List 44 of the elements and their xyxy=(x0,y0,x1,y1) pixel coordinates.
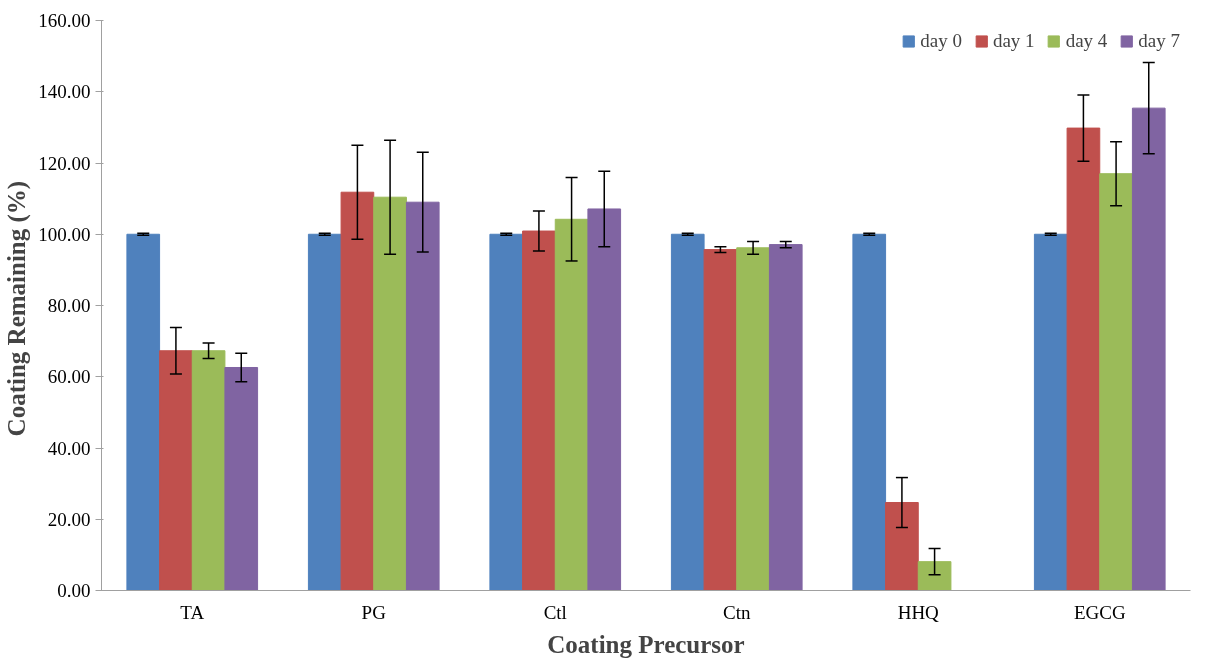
x-axis-title: Coating Precursor xyxy=(547,630,745,658)
bar xyxy=(768,244,803,591)
x-tick-label: PG xyxy=(361,601,387,623)
x-tick-label: EGCG xyxy=(1073,601,1126,623)
y-tick-label: 160.00 xyxy=(38,10,91,31)
bar xyxy=(670,233,705,591)
y-tick-label: 20.00 xyxy=(47,508,91,530)
bar xyxy=(1099,173,1133,591)
legend-label: day 7 xyxy=(1138,30,1180,52)
y-tick-label: 0.00 xyxy=(57,580,91,601)
bar xyxy=(587,208,622,591)
x-tick-label: Ctl xyxy=(543,601,567,623)
bar xyxy=(224,366,259,591)
bar xyxy=(852,233,887,591)
bar xyxy=(703,249,738,591)
bar xyxy=(489,233,524,591)
bar xyxy=(340,191,375,591)
y-tick-label: 60.00 xyxy=(47,366,91,388)
x-tick-label: Ctn xyxy=(723,601,751,623)
bar xyxy=(405,201,440,591)
bar xyxy=(885,502,919,591)
y-tick-label: 140.00 xyxy=(38,81,91,103)
x-tick-label: TA xyxy=(180,601,205,623)
bar xyxy=(917,561,952,591)
bar xyxy=(736,247,770,591)
bar xyxy=(126,233,161,591)
bar xyxy=(554,218,589,591)
y-tick-label: 120.00 xyxy=(38,152,91,174)
bar xyxy=(1131,107,1166,591)
bar xyxy=(307,233,342,591)
bar xyxy=(191,350,226,591)
y-tick-label: 100.00 xyxy=(38,223,91,245)
x-tick-label: HHQ xyxy=(897,601,940,623)
bar xyxy=(159,350,193,591)
bar xyxy=(373,196,407,591)
legend-label: day 4 xyxy=(1065,30,1108,52)
y-tick-label: 40.00 xyxy=(47,437,91,459)
legend-label: day 0 xyxy=(920,30,962,52)
bar xyxy=(1033,233,1068,591)
y-axis-title: Coating Remaining (%) xyxy=(3,180,32,437)
bar xyxy=(522,230,556,591)
bar xyxy=(1066,127,1101,591)
legend-label: day 1 xyxy=(992,30,1035,52)
y-tick-label: 80.00 xyxy=(47,295,91,316)
